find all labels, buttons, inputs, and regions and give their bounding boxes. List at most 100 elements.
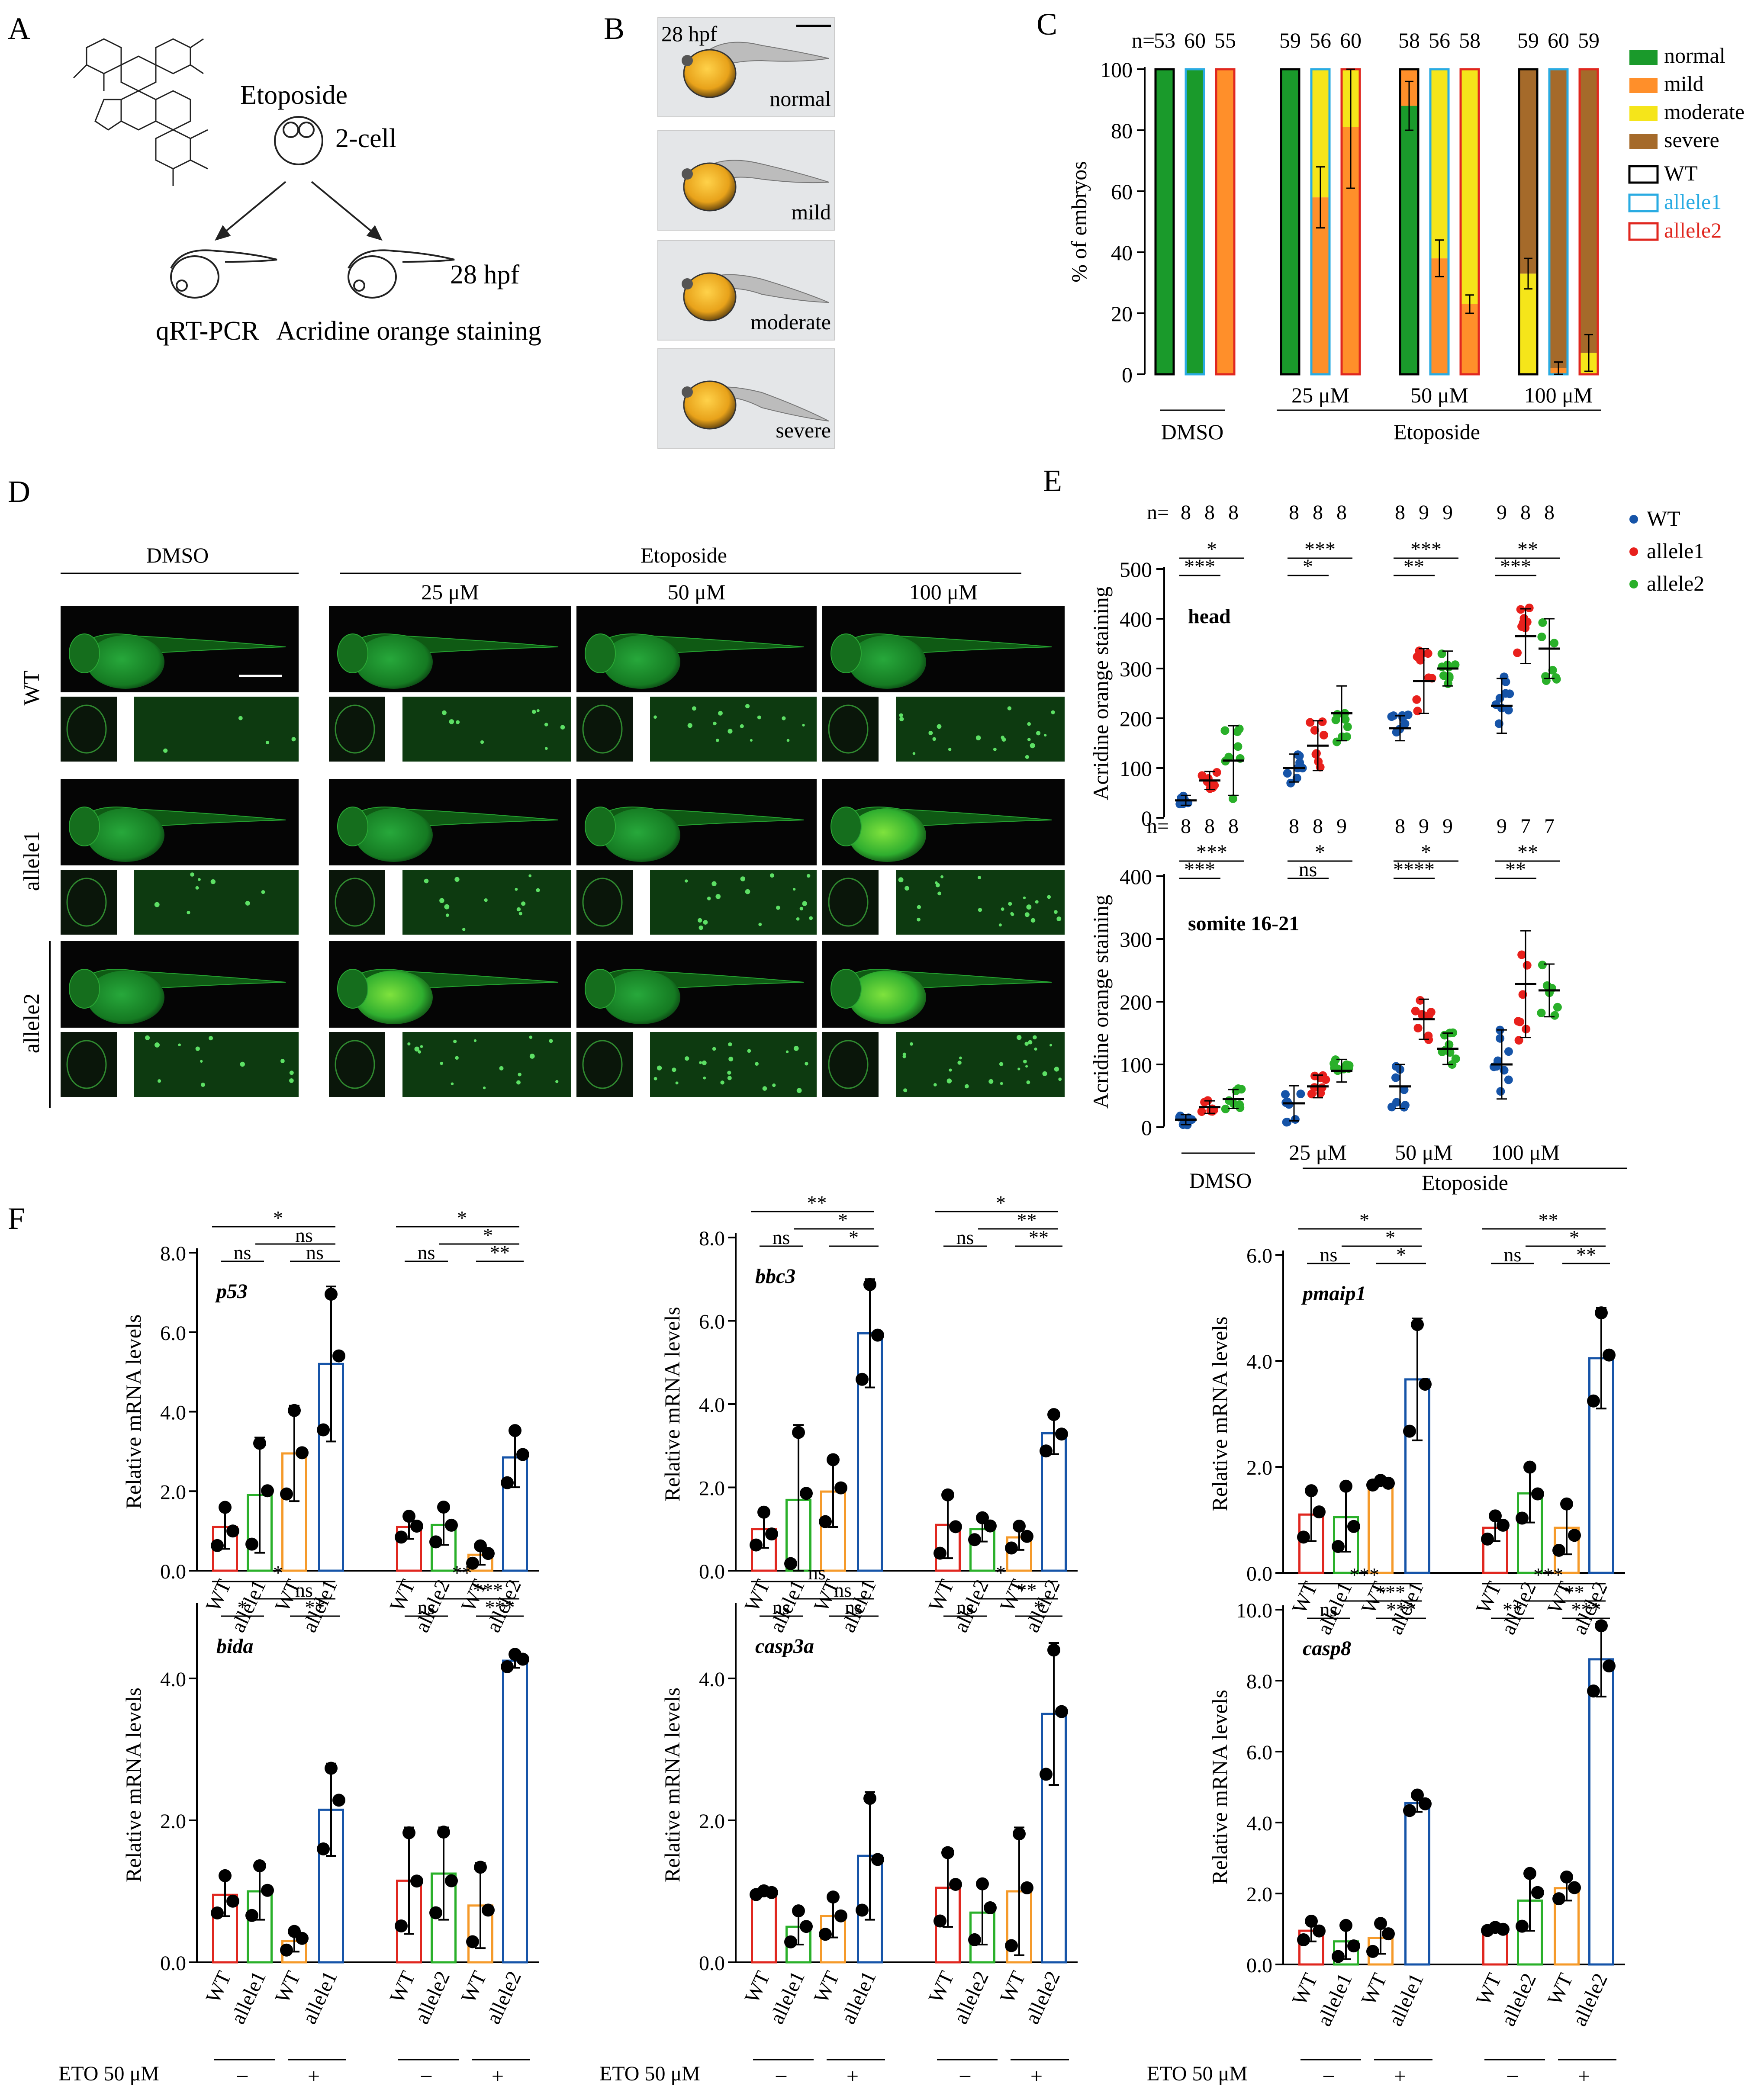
ao-positive-cell bbox=[536, 709, 540, 712]
n-label: 9 bbox=[1497, 815, 1507, 838]
data-point-WT bbox=[1400, 1101, 1410, 1110]
data-point-allele2 bbox=[1331, 1055, 1340, 1064]
sig-label: ns bbox=[1299, 858, 1317, 881]
data-point bbox=[834, 1909, 847, 1922]
data-point bbox=[800, 1487, 813, 1500]
head-zoom bbox=[329, 1032, 385, 1097]
legend-dot-WT bbox=[1629, 515, 1638, 524]
ao-positive-cell bbox=[289, 1078, 294, 1083]
ao-positive-cell bbox=[1017, 1067, 1020, 1071]
y-tick-label: 8.0 bbox=[1246, 1670, 1272, 1693]
data-point bbox=[819, 1928, 832, 1941]
y-tick-label: 4.0 bbox=[1246, 1812, 1272, 1835]
data-point bbox=[934, 1914, 946, 1928]
y-tick-label: 6.0 bbox=[1246, 1741, 1272, 1764]
embryo-head bbox=[337, 969, 368, 1009]
ao-positive-cell bbox=[1049, 1044, 1053, 1047]
ao-positive-cell bbox=[932, 737, 937, 741]
panel-letter-f: F bbox=[8, 1201, 25, 1236]
ao-positive-cell bbox=[1053, 910, 1058, 914]
bar-segment-normal bbox=[1281, 69, 1299, 374]
n-label: 7 bbox=[1520, 815, 1531, 838]
data-point bbox=[211, 1539, 224, 1552]
legend-label-mild: mild bbox=[1664, 71, 1704, 96]
ao-positive-cell bbox=[456, 720, 460, 724]
ao-positive-cell bbox=[1023, 1059, 1027, 1064]
y-tick-label: 2.0 bbox=[160, 1481, 186, 1504]
data-point-allele1 bbox=[1525, 603, 1534, 612]
y-tick-label: 300 bbox=[1120, 927, 1152, 952]
ao-positive-cell bbox=[442, 710, 447, 715]
data-point-allele1 bbox=[1306, 718, 1315, 727]
data-point bbox=[501, 1660, 514, 1673]
data-point bbox=[1411, 1788, 1424, 1802]
sig-label: ns bbox=[1504, 1244, 1522, 1266]
data-point bbox=[1403, 1424, 1416, 1438]
ao-positive-cell bbox=[451, 1082, 454, 1086]
y-tick-label: 80 bbox=[1111, 119, 1133, 143]
data-point bbox=[1552, 1543, 1565, 1557]
data-point-allele1 bbox=[1424, 1031, 1433, 1040]
n-label: 9 bbox=[1419, 501, 1429, 524]
sig-label: ** bbox=[1576, 1244, 1596, 1266]
data-point bbox=[1481, 1532, 1494, 1546]
sig-label: *** bbox=[1571, 1598, 1601, 1620]
data-point bbox=[1497, 1518, 1510, 1532]
data-point-WT bbox=[1389, 711, 1398, 720]
ao-positive-cell bbox=[1024, 912, 1030, 917]
data-point bbox=[1531, 1487, 1544, 1501]
embryo-yolk bbox=[355, 971, 433, 1024]
ao-positive-cell bbox=[187, 910, 190, 915]
ao-positive-cell bbox=[515, 887, 518, 891]
bar-segment-normal bbox=[1400, 106, 1418, 375]
data-point bbox=[1313, 1924, 1326, 1938]
ao-positive-cell bbox=[1033, 1035, 1037, 1040]
data-point bbox=[1411, 1318, 1424, 1331]
data-point-WT bbox=[1505, 689, 1514, 698]
y-tick-label: 2.0 bbox=[699, 1477, 725, 1500]
n-prefix: n= bbox=[1147, 815, 1169, 838]
data-point bbox=[245, 1537, 258, 1551]
ao-positive-cell bbox=[740, 724, 744, 728]
ao-positive-cell bbox=[440, 1061, 443, 1065]
phenotype-label-normal: normal bbox=[769, 87, 831, 111]
data-point bbox=[474, 1861, 487, 1874]
data-point bbox=[949, 1520, 962, 1533]
data-point-allele2 bbox=[1220, 726, 1230, 735]
head-outline bbox=[582, 704, 623, 754]
ao-positive-cell bbox=[917, 917, 921, 922]
panel-letter-a: A bbox=[8, 11, 30, 46]
legend-label-WT: WT bbox=[1647, 506, 1680, 530]
data-point bbox=[219, 1869, 232, 1882]
data-point bbox=[856, 1903, 869, 1917]
data-point bbox=[1297, 1530, 1310, 1544]
y-axis-label: Relative mRNA levels bbox=[660, 1307, 684, 1501]
bar-chart-bbc3: 0.0 2.0 4.0 6.0 8.0 Relative mRNA levels bbc3 *… bbox=[660, 1192, 1078, 1636]
ao-positive-cell bbox=[692, 706, 696, 711]
data-point-allele2 bbox=[1237, 1085, 1246, 1094]
ao-positive-cell bbox=[518, 912, 522, 916]
ao-positive-cell bbox=[993, 747, 997, 751]
conc-label: 50 μM bbox=[1410, 383, 1468, 407]
ao-positive-cell bbox=[937, 724, 942, 729]
data-point-WT bbox=[1504, 1047, 1513, 1056]
ao-positive-cell bbox=[782, 716, 786, 720]
data-point bbox=[410, 1874, 423, 1888]
data-point-allele1 bbox=[1513, 648, 1522, 657]
y-tick-label: 40 bbox=[1111, 241, 1133, 265]
ao-positive-cell bbox=[1042, 1071, 1047, 1077]
sig-label: * bbox=[1421, 841, 1431, 864]
data-point bbox=[325, 1288, 338, 1301]
group-label-dmso: DMSO bbox=[1189, 1168, 1252, 1193]
sig-label: *** bbox=[1184, 858, 1215, 881]
ao-positive-cell bbox=[948, 748, 952, 751]
data-point-allele1 bbox=[1212, 768, 1221, 777]
ao-positive-cell bbox=[499, 1066, 504, 1071]
bar-outline bbox=[1185, 68, 1205, 376]
data-point-allele1 bbox=[1411, 1006, 1420, 1016]
ao-positive-cell bbox=[1058, 1077, 1062, 1081]
n-label: 60 bbox=[1548, 28, 1569, 52]
ao-positive-cell bbox=[163, 748, 168, 753]
sig-label: ** bbox=[1564, 1581, 1584, 1603]
panel-a: Etoposide 2-cell 28 hpf qRT-PCR Acridine… bbox=[73, 38, 541, 346]
